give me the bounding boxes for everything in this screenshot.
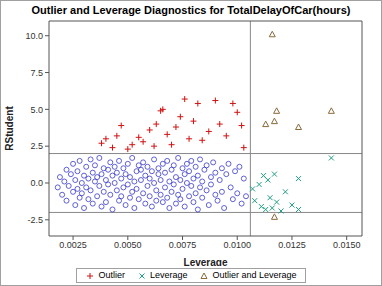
svg-text:2.5: 2.5 xyxy=(30,141,43,151)
svg-text:0.0025: 0.0025 xyxy=(59,240,87,250)
svg-text:5.0: 5.0 xyxy=(30,105,43,115)
svg-text:0.0150: 0.0150 xyxy=(333,240,361,250)
svg-text:0.0075: 0.0075 xyxy=(169,240,197,250)
html-text:Outlier: Outlier xyxy=(98,270,125,280)
svg-text:Leverage: Leverage xyxy=(184,257,228,266)
svg-text:-2.5: -2.5 xyxy=(27,215,43,225)
html-text:Leverage: Leverage xyxy=(150,270,188,280)
svg-text:RStudent: RStudent xyxy=(8,106,15,151)
svg-text:0.0125: 0.0125 xyxy=(278,240,306,250)
html-text:Outlier and Leverage: Outlier and Leverage xyxy=(212,270,297,280)
svg-text:0.0050: 0.0050 xyxy=(114,240,142,250)
html-text:Outlier and Leverage Diagnosti: Outlier and Leverage Diagnostics for Tot… xyxy=(31,4,351,16)
svg-text:0.0100: 0.0100 xyxy=(223,240,251,250)
svg-text:7.5: 7.5 xyxy=(30,68,43,78)
svg-text:10.0: 10.0 xyxy=(25,31,43,41)
svg-text:0.0: 0.0 xyxy=(30,178,43,188)
